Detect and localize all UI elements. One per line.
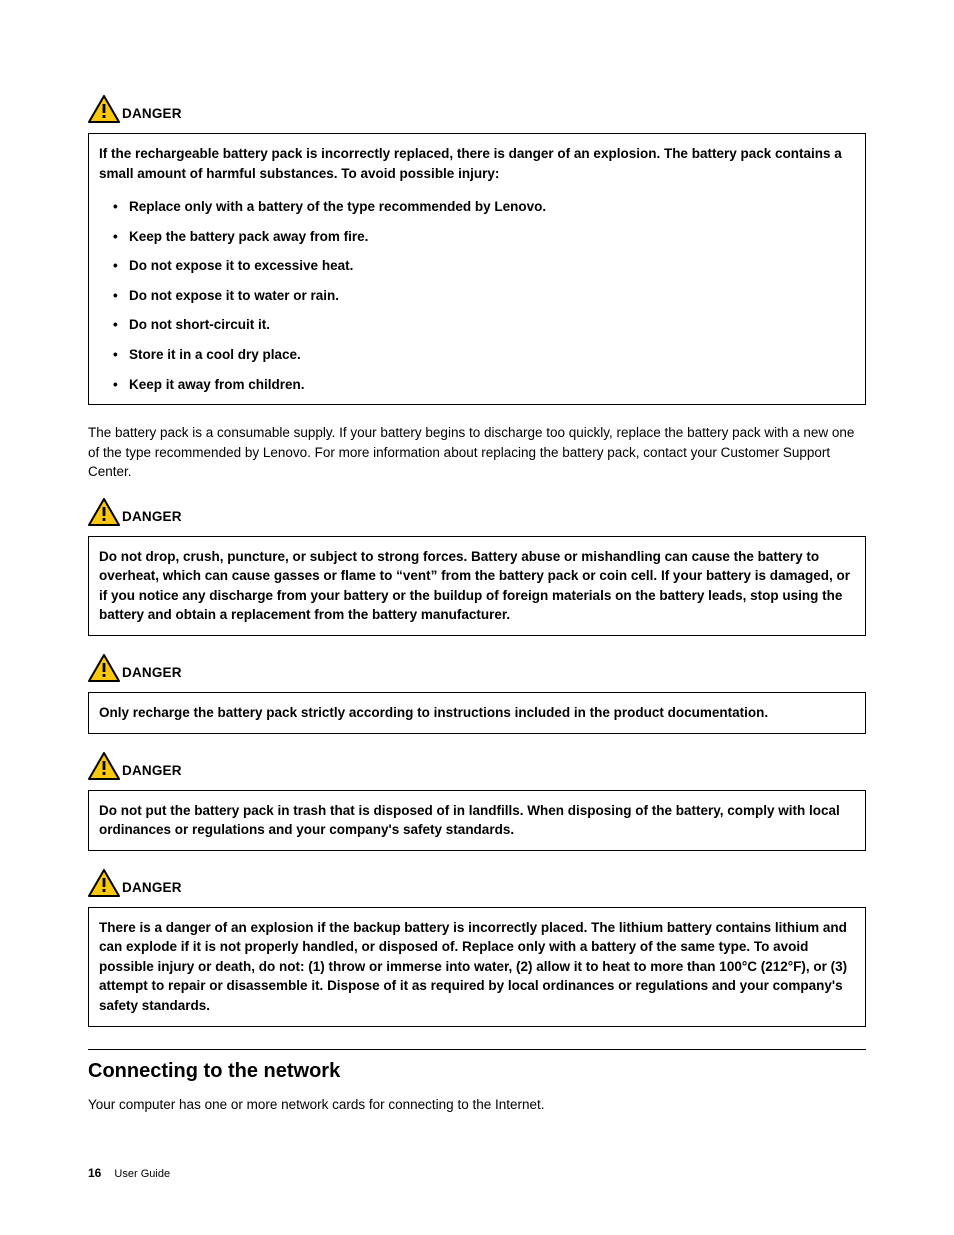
danger-box-3-text: Only recharge the battery pack strictly …: [99, 703, 855, 723]
danger-label: DANGER: [122, 880, 182, 897]
danger-box-5: There is a danger of an explosion if the…: [88, 907, 866, 1027]
danger-box-1-intro: If the rechargeable battery pack is inco…: [99, 144, 855, 183]
danger-label: DANGER: [122, 665, 182, 682]
list-item: Replace only with a battery of the type …: [99, 197, 855, 217]
warning-triangle-icon: [88, 498, 120, 526]
danger-label: DANGER: [122, 106, 182, 123]
danger-box-4: Do not put the battery pack in trash tha…: [88, 790, 866, 851]
document-page: DANGER If the rechargeable battery pack …: [0, 0, 954, 1235]
danger-header: DANGER: [88, 95, 866, 123]
danger-box-2: Do not drop, crush, puncture, or subject…: [88, 536, 866, 636]
danger-box-3: Only recharge the battery pack strictly …: [88, 692, 866, 734]
section-divider: [88, 1049, 866, 1050]
warning-triangle-icon: [88, 869, 120, 897]
list-item: Do not expose it to water or rain.: [99, 286, 855, 306]
page-number: 16: [88, 1166, 101, 1180]
list-item: Store it in a cool dry place.: [99, 345, 855, 365]
danger-header: DANGER: [88, 869, 866, 897]
section-title: Connecting to the network: [88, 1060, 866, 1083]
danger-label: DANGER: [122, 763, 182, 780]
danger-header: DANGER: [88, 752, 866, 780]
warning-triangle-icon: [88, 654, 120, 682]
list-item: Do not short-circuit it.: [99, 315, 855, 335]
danger-box-2-text: Do not drop, crush, puncture, or subject…: [99, 547, 855, 625]
danger-header: DANGER: [88, 654, 866, 682]
section-body: Your computer has one or more network ca…: [88, 1095, 866, 1115]
list-item: Keep the battery pack away from fire.: [99, 227, 855, 247]
danger-header: DANGER: [88, 498, 866, 526]
list-item: Keep it away from children.: [99, 375, 855, 395]
list-item: Do not expose it to excessive heat.: [99, 256, 855, 276]
warning-triangle-icon: [88, 95, 120, 123]
footer-doc-title: User Guide: [114, 1168, 170, 1180]
body-paragraph: The battery pack is a consumable supply.…: [88, 423, 866, 482]
danger-box-1: If the rechargeable battery pack is inco…: [88, 133, 866, 405]
warning-triangle-icon: [88, 752, 120, 780]
danger-box-5-text: There is a danger of an explosion if the…: [99, 918, 855, 1016]
page-footer: 16 User Guide: [88, 1166, 170, 1180]
danger-box-4-text: Do not put the battery pack in trash tha…: [99, 801, 855, 840]
danger-box-1-list: Replace only with a battery of the type …: [99, 197, 855, 394]
danger-label: DANGER: [122, 509, 182, 526]
